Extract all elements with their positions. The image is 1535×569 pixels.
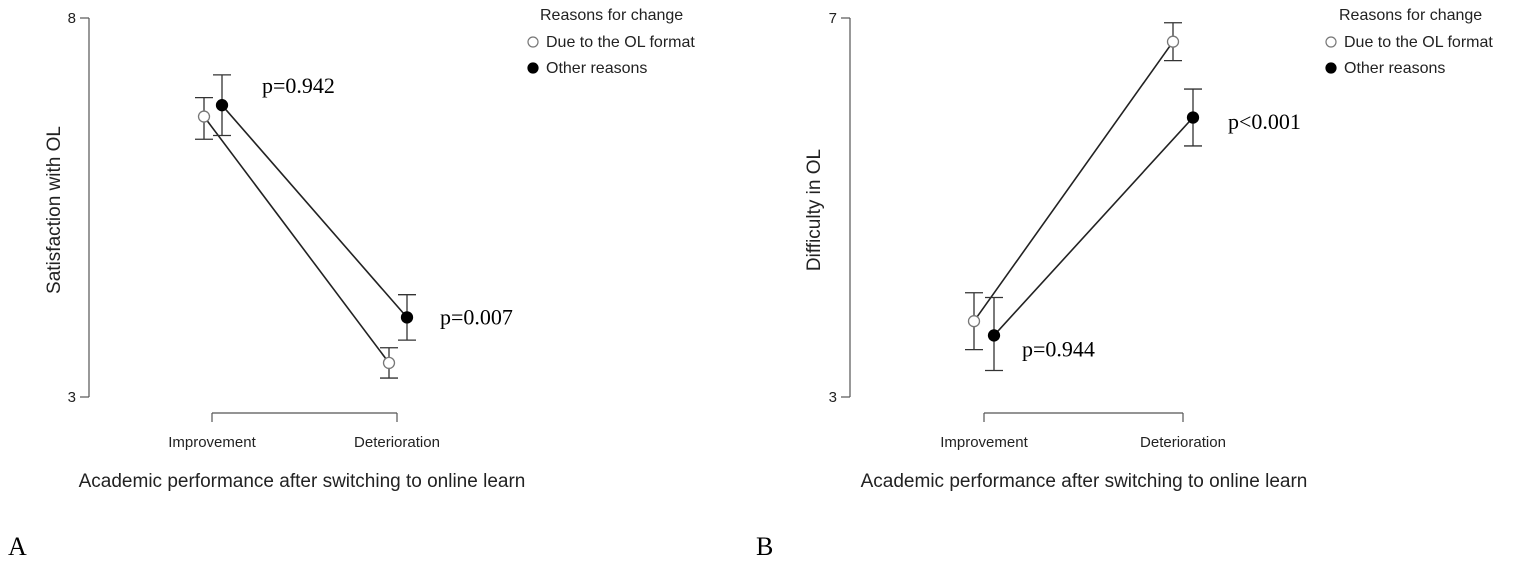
open-circle-point	[382, 356, 396, 370]
legend-entry: Other reasons	[1344, 60, 1445, 77]
series-line	[221, 104, 408, 318]
y-tick-label: 8	[68, 10, 76, 27]
filled-circle-point	[215, 99, 229, 112]
y-tick-label: 3	[68, 389, 76, 406]
p-value-annotation: p<0.001	[1228, 109, 1301, 134]
y-tick-label: 7	[829, 10, 837, 27]
legend-title: Reasons for change	[1339, 7, 1482, 24]
x-axis-title: Academic performance after switching to …	[861, 471, 1308, 492]
legend-entry: Due to the OL format	[546, 34, 695, 51]
filled-circle-point	[987, 329, 1001, 342]
panel-label-b: B	[756, 532, 774, 561]
p-value-annotation: p=0.007	[440, 304, 513, 329]
legend-open-circle-icon	[527, 36, 539, 48]
filled-circle-point	[400, 311, 414, 324]
legend-open-circle-icon	[1325, 36, 1337, 48]
y-axis-title: Satisfaction with OL	[44, 126, 65, 294]
x-tick-label: Improvement	[168, 434, 256, 451]
x-tick-label: Deterioration	[354, 434, 440, 451]
x-tick-label: Deterioration	[1140, 434, 1226, 451]
legend-entry: Other reasons	[546, 60, 647, 77]
y-tick-label: 3	[829, 389, 837, 406]
panel-b-chart: 3 7 Improvement Deterioration Academic perfo…	[804, 7, 1493, 492]
p-value-annotation: p=0.942	[262, 73, 335, 98]
open-circle-point	[197, 110, 211, 123]
series-line	[973, 41, 1174, 322]
series-line	[203, 116, 390, 364]
series-line	[993, 116, 1194, 336]
p-value-annotation: p=0.944	[1022, 337, 1095, 362]
legend-filled-circle-icon	[527, 62, 539, 74]
open-circle-point	[967, 315, 981, 328]
filled-circle-point	[1186, 111, 1200, 124]
open-circle-point	[1166, 35, 1180, 48]
x-tick-label: Improvement	[940, 434, 1028, 451]
legend-title: Reasons for change	[540, 7, 683, 24]
panel-a-chart: 3 8 Improvement Deterioration Academic perfo…	[44, 7, 695, 492]
legend-filled-circle-icon	[1325, 62, 1337, 74]
y-axis-title: Difficulty in OL	[804, 149, 825, 271]
panel-label-a: A	[8, 532, 27, 561]
legend-entry: Due to the OL format	[1344, 34, 1493, 51]
x-axis-title: Academic performance after switching to …	[79, 471, 526, 492]
